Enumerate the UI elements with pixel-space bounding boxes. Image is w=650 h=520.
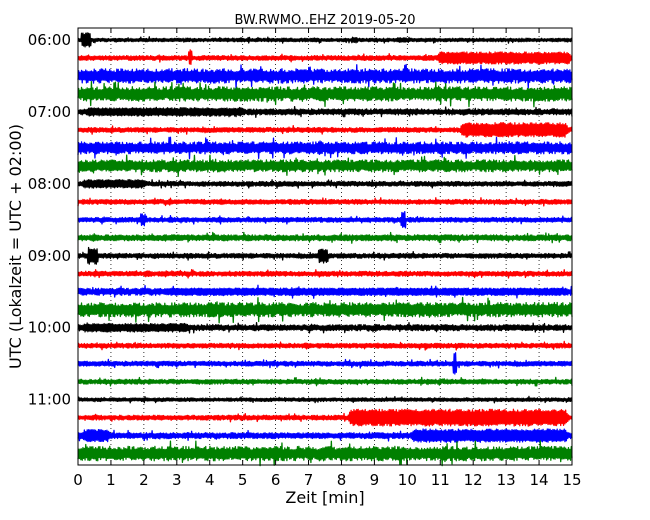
seismic-traces — [77, 32, 573, 467]
chart-title: BW.RWMO..EHZ 2019-05-20 — [234, 13, 415, 28]
seismic-trace — [77, 321, 573, 334]
x-axis-label: Zeit [min] — [285, 488, 364, 507]
x-tick-label: 1 — [106, 471, 116, 489]
x-tick-label: 12 — [464, 471, 483, 489]
seismic-trace — [77, 105, 573, 118]
x-tick-label: 3 — [172, 471, 182, 489]
seismic-trace — [77, 63, 573, 90]
seismic-trace — [77, 376, 573, 387]
seismic-trace — [77, 122, 573, 138]
y-tick-label: 10:00 — [28, 319, 71, 337]
seismic-trace — [77, 81, 573, 108]
x-tick-label: 4 — [205, 471, 215, 489]
x-tick-label: 10 — [398, 471, 417, 489]
seismic-trace — [77, 179, 573, 189]
seismic-trace — [77, 440, 573, 467]
seismic-trace — [77, 296, 573, 324]
grid-lines — [110, 28, 540, 465]
y-tick-label: 06:00 — [28, 31, 71, 49]
seismic-trace — [77, 154, 573, 177]
x-tick-label: 11 — [431, 471, 450, 489]
x-tick-label: 2 — [139, 471, 149, 489]
x-tick-labels: 0 1 2 3 4 5 6 7 8 9 10 11 12 13 14 15 — [73, 471, 581, 489]
x-tick-label: 6 — [271, 471, 281, 489]
y-tick-label: 08:00 — [28, 175, 71, 193]
x-tick-label: 14 — [530, 471, 549, 489]
seismic-trace — [77, 32, 573, 48]
x-tick-label: 9 — [370, 471, 380, 489]
seismic-trace — [77, 284, 573, 299]
seismic-trace — [77, 136, 573, 160]
x-tick-label: 5 — [238, 471, 248, 489]
seismic-trace — [77, 49, 573, 66]
y-tick-labels: 06:00 07:00 08:00 09:00 10:00 11:00 — [28, 31, 71, 409]
y-axis-label: UTC (Lokalzeit = UTC + 02:00) — [6, 124, 25, 369]
y-tick-label: 09:00 — [28, 247, 71, 265]
axis-ticks — [77, 28, 573, 465]
x-tick-label: 15 — [562, 471, 581, 489]
x-tick-label: 13 — [497, 471, 516, 489]
y-tick-label: 11:00 — [28, 391, 71, 409]
seismic-trace — [77, 408, 573, 427]
y-tick-label: 07:00 — [28, 103, 71, 121]
x-tick-label: 7 — [304, 471, 314, 489]
seismic-trace — [77, 269, 573, 279]
x-tick-label: 8 — [337, 471, 347, 489]
seismic-trace — [77, 197, 573, 207]
seismic-trace — [77, 211, 573, 229]
seismic-trace — [77, 352, 573, 375]
seismic-trace — [77, 231, 573, 244]
plot-frame — [77, 27, 573, 466]
seismic-trace — [77, 428, 573, 443]
seismic-trace — [77, 340, 573, 351]
seismic-trace — [77, 246, 573, 265]
seismic-trace — [77, 395, 573, 404]
x-tick-label: 0 — [73, 471, 83, 489]
